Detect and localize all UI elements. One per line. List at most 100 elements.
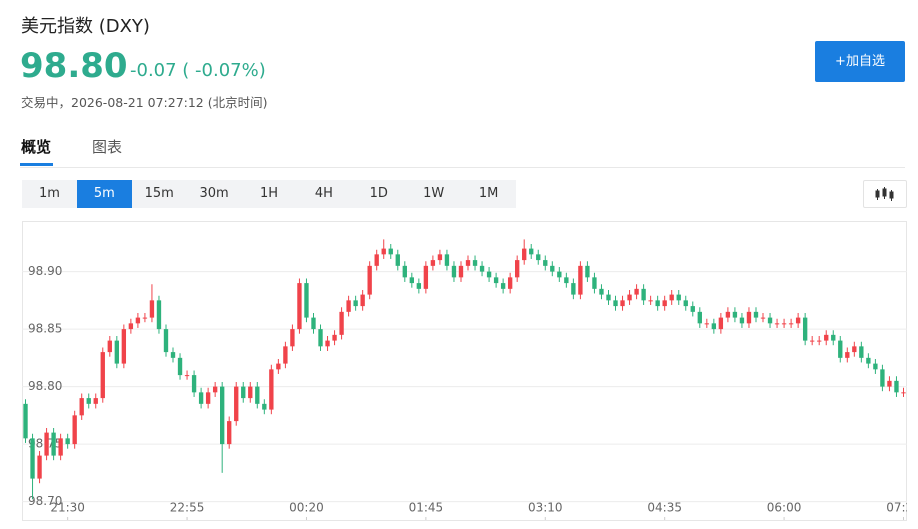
candle-body: [135, 317, 141, 324]
candle-body: [58, 438, 63, 456]
candle-body: [817, 340, 822, 342]
candle-body: [543, 260, 548, 266]
candle-body: [191, 375, 197, 393]
y-tick-label: 98.70: [28, 494, 62, 508]
candle-icon: [875, 187, 894, 201]
candle-body: [184, 375, 190, 377]
candle-body: [634, 288, 639, 295]
title: 美元指数 (DXY): [21, 16, 150, 37]
candle-body: [697, 311, 702, 324]
candle-body: [500, 283, 506, 289]
y-tick-label: 98.80: [28, 379, 62, 393]
candle-body: [353, 300, 358, 307]
candle-body: [725, 311, 731, 318]
chart-type-button[interactable]: [863, 180, 907, 208]
interval-button[interactable]: 1H: [259, 186, 279, 201]
candle-body: [894, 380, 899, 393]
candle-body: [578, 265, 583, 295]
candle-body: [30, 438, 35, 479]
add-watchlist-button[interactable]: +加自选: [815, 41, 905, 82]
candle-body: [746, 311, 752, 324]
x-tick-label: 06:00: [767, 501, 802, 515]
candle-body: [212, 386, 218, 393]
candle-body: [177, 357, 183, 376]
candle-body: [802, 317, 808, 341]
candle-body: [515, 260, 520, 278]
interval-button[interactable]: 5m: [76, 180, 132, 208]
candle-body: [72, 415, 77, 445]
candle-body: [374, 254, 379, 266]
candle-body: [107, 340, 112, 353]
candle-body: [606, 294, 611, 301]
tab[interactable]: 概览: [21, 138, 52, 156]
candle-body: [156, 300, 162, 330]
candle-body: [220, 386, 225, 445]
candle-body: [718, 317, 724, 330]
candle-body: [859, 346, 864, 358]
price: 98.80: [20, 46, 128, 86]
candle-body: [65, 438, 70, 445]
candle-body: [627, 294, 632, 301]
candle-body: [304, 283, 309, 318]
candle-body: [79, 398, 84, 416]
candle-body: [641, 288, 646, 301]
candle-body: [788, 323, 794, 325]
y-tick-label: 98.90: [28, 264, 62, 278]
y-tick-label: 98.85: [28, 322, 62, 336]
interval-button[interactable]: 1D: [369, 186, 388, 201]
candle-body: [648, 300, 653, 302]
candle-body: [774, 323, 780, 325]
interval-button[interactable]: 1M: [478, 186, 499, 201]
candle-body: [114, 340, 119, 364]
candle-body: [887, 380, 892, 387]
plot-frame: [22, 221, 907, 521]
candle-body: [880, 369, 885, 387]
candle-body: [690, 306, 695, 312]
candle-body: [325, 340, 330, 347]
candle-body: [381, 248, 386, 255]
candle-body: [276, 363, 281, 370]
candle-body: [100, 352, 105, 399]
candle-body: [655, 300, 660, 307]
candle-body: [472, 260, 478, 266]
candle-body: [571, 283, 576, 295]
candle-body: [269, 369, 274, 410]
candle-body: [241, 386, 246, 399]
x-tick-label: 22:55: [170, 501, 205, 515]
separator: [20, 167, 905, 168]
candle-body: [44, 432, 49, 456]
candle-body: [795, 317, 801, 324]
candle-body: [486, 271, 492, 278]
candle-body: [255, 386, 260, 404]
candle-body: [662, 300, 667, 307]
candle-body: [711, 323, 717, 330]
candle-body: [170, 352, 176, 358]
candle-body: [845, 352, 850, 358]
interval-button[interactable]: 30m: [199, 186, 229, 201]
candle-body: [493, 277, 499, 284]
candle-body: [669, 294, 674, 301]
candle-body: [23, 403, 28, 439]
candle-body: [901, 392, 906, 394]
candle-body: [339, 311, 344, 335]
candle-body: [121, 329, 127, 364]
interval-button[interactable]: 4H: [314, 186, 333, 201]
candle-body: [760, 317, 766, 319]
interval-button[interactable]: 1W: [423, 186, 445, 201]
interval-button[interactable]: 1m: [38, 186, 60, 201]
tab-indicator: [20, 163, 53, 166]
candle-body: [423, 265, 429, 289]
candle-body: [810, 340, 815, 342]
candle-body: [838, 340, 843, 358]
candle-body: [360, 294, 365, 307]
candle-body: [318, 329, 323, 347]
tab[interactable]: 图表: [92, 138, 123, 156]
candle-body: [866, 357, 871, 364]
candle-body: [437, 254, 443, 261]
interval-button[interactable]: 15m: [144, 186, 174, 201]
candle-body: [529, 248, 534, 255]
x-tick-label: 03:10: [528, 501, 563, 515]
candle-body: [683, 300, 688, 307]
candle-body: [781, 323, 787, 325]
